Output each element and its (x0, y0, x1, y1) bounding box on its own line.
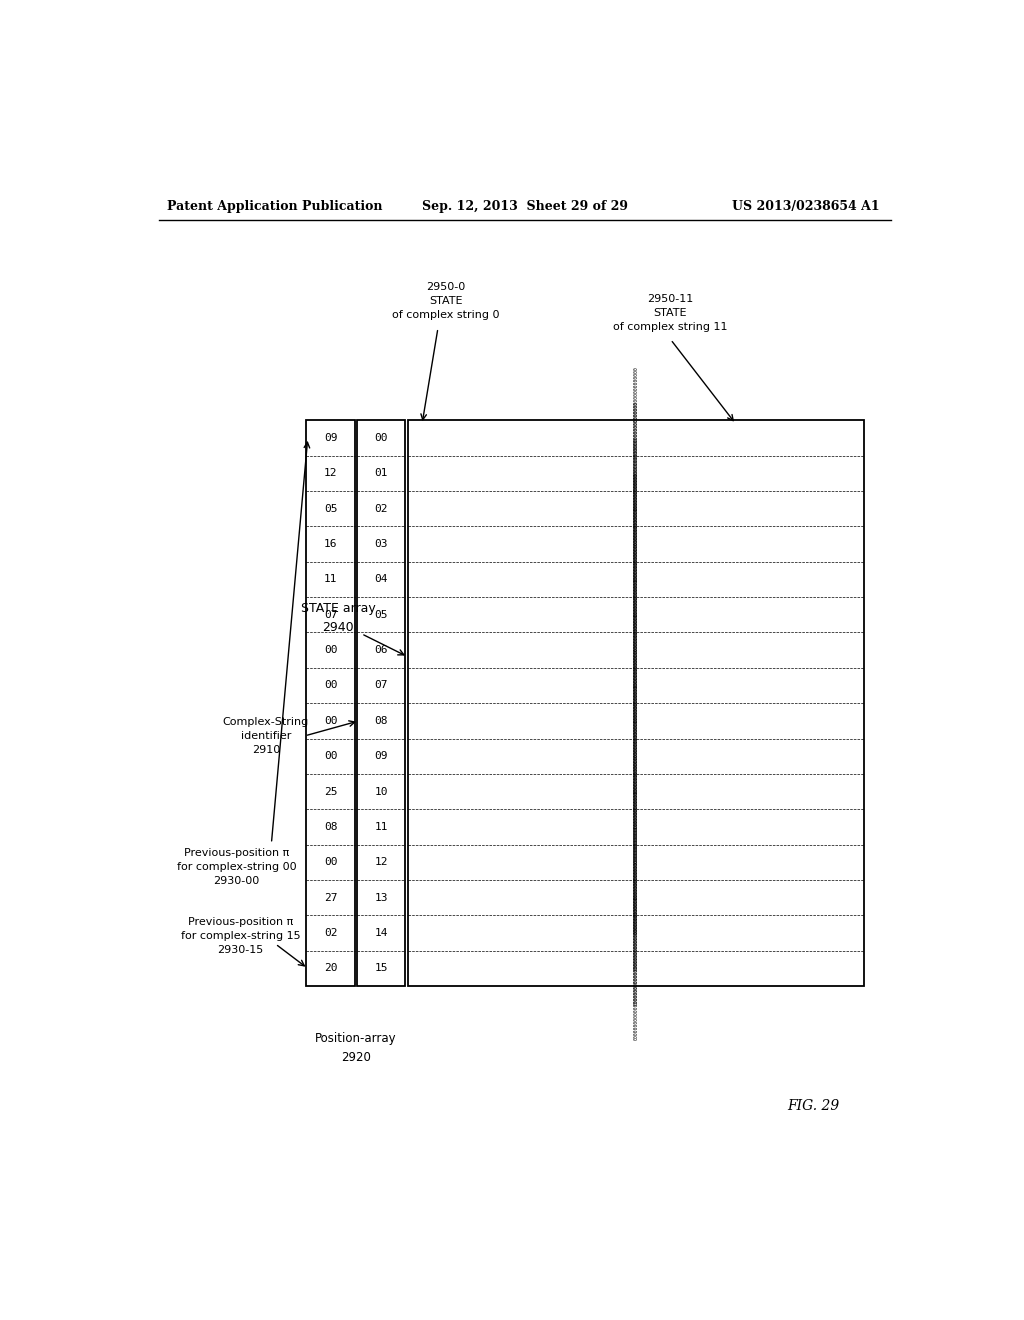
Text: 00: 00 (324, 681, 338, 690)
Text: 2950-11
STATE
of complex string 11: 2950-11 STATE of complex string 11 (613, 293, 728, 331)
Text: 04: 04 (375, 574, 388, 585)
Text: 00000000000000000000000000000000000000000000000000: 0000000000000000000000000000000000000000… (634, 401, 639, 545)
Text: 11: 11 (324, 574, 338, 585)
Text: 02: 02 (324, 928, 338, 939)
Text: 00000000000000000000000000000000000000000000000000: 0000000000000000000000000000000000000000… (634, 791, 639, 935)
Text: 00: 00 (324, 645, 338, 655)
Text: 03: 03 (375, 539, 388, 549)
Bar (408, 420, 864, 986)
Text: US 2013/0238654 A1: US 2013/0238654 A1 (732, 199, 880, 213)
Text: 00: 00 (324, 858, 338, 867)
Text: 25: 25 (324, 787, 338, 796)
Text: STATE array
2940: STATE array 2940 (301, 602, 376, 635)
Text: 08: 08 (324, 822, 338, 832)
Text: 09: 09 (324, 433, 338, 444)
Text: 12: 12 (375, 858, 388, 867)
Text: 07: 07 (324, 610, 338, 620)
Text: 16: 16 (324, 539, 338, 549)
Text: FIG. 29: FIG. 29 (786, 1098, 839, 1113)
Text: 11: 11 (375, 822, 388, 832)
Text: 00000000000000000000000000000000000000000000000000: 0000000000000000000000000000000000000000… (634, 543, 639, 686)
Text: 02: 02 (375, 504, 388, 513)
Text: 00000000000000000000000000000000000000000000000000: 0000000000000000000000000000000000000000… (634, 437, 639, 581)
Text: 2950-0
STATE
of complex string 0: 2950-0 STATE of complex string 0 (392, 282, 500, 321)
Text: 00000000000000000000000000000000000000000000000000: 0000000000000000000000000000000000000000… (634, 826, 639, 970)
Text: 05: 05 (375, 610, 388, 620)
Text: 05: 05 (324, 504, 338, 513)
Text: 00000000000000000000000000000000000000000000000000: 0000000000000000000000000000000000000000… (634, 719, 639, 863)
Text: 09: 09 (375, 751, 388, 762)
Text: 00000000000000000000000000000000000000000000000000: 0000000000000000000000000000000000000000… (634, 614, 639, 758)
Text: 00000000000000000000000000000000000000000000000000: 0000000000000000000000000000000000000000… (634, 861, 639, 1005)
Text: 00000000000000000000000000000000000000000000000000: 0000000000000000000000000000000000000000… (634, 649, 639, 793)
Text: 00000000000000000000000000000000000000000000000000: 0000000000000000000000000000000000000000… (634, 366, 639, 510)
Text: 13: 13 (375, 892, 388, 903)
Text: Position-array
2920: Position-array 2920 (315, 1032, 396, 1064)
Text: 00000000000000000000000000000000000000000000000000: 0000000000000000000000000000000000000000… (634, 755, 639, 899)
Text: 00: 00 (324, 751, 338, 762)
Text: 00000000000000000000000000000000000000000000000000: 0000000000000000000000000000000000000000… (634, 684, 639, 828)
Text: 00: 00 (324, 715, 338, 726)
Text: Sep. 12, 2013  Sheet 29 of 29: Sep. 12, 2013 Sheet 29 of 29 (422, 199, 628, 213)
Text: 00000000000000000000000000000000000000000000000000: 0000000000000000000000000000000000000000… (634, 507, 639, 651)
Text: 12: 12 (324, 469, 338, 478)
Text: 14: 14 (375, 928, 388, 939)
Text: 07: 07 (375, 681, 388, 690)
Text: 08: 08 (375, 715, 388, 726)
Text: 00000000000000000000000000000000000000000000000000: 0000000000000000000000000000000000000000… (634, 578, 639, 722)
Text: 27: 27 (324, 892, 338, 903)
Text: Previous-position π
for complex-string 00
2930-00: Previous-position π for complex-string 0… (177, 847, 296, 886)
Text: 10: 10 (375, 787, 388, 796)
Text: Complex-String
identifier
2910: Complex-String identifier 2910 (223, 717, 309, 755)
Text: 06: 06 (375, 645, 388, 655)
Text: Patent Application Publication: Patent Application Publication (167, 199, 382, 213)
Bar (306, 420, 355, 986)
Text: Previous-position π
for complex-string 15
2930-15: Previous-position π for complex-string 1… (180, 917, 300, 956)
Text: 00000000000000000000000000000000000000000000000000: 0000000000000000000000000000000000000000… (634, 896, 639, 1040)
Text: 01: 01 (375, 469, 388, 478)
Text: 15: 15 (375, 964, 388, 973)
Bar (357, 420, 406, 986)
Text: 20: 20 (324, 964, 338, 973)
Text: 00: 00 (375, 433, 388, 444)
Text: 00000000000000000000000000000000000000000000000000: 0000000000000000000000000000000000000000… (634, 473, 639, 616)
